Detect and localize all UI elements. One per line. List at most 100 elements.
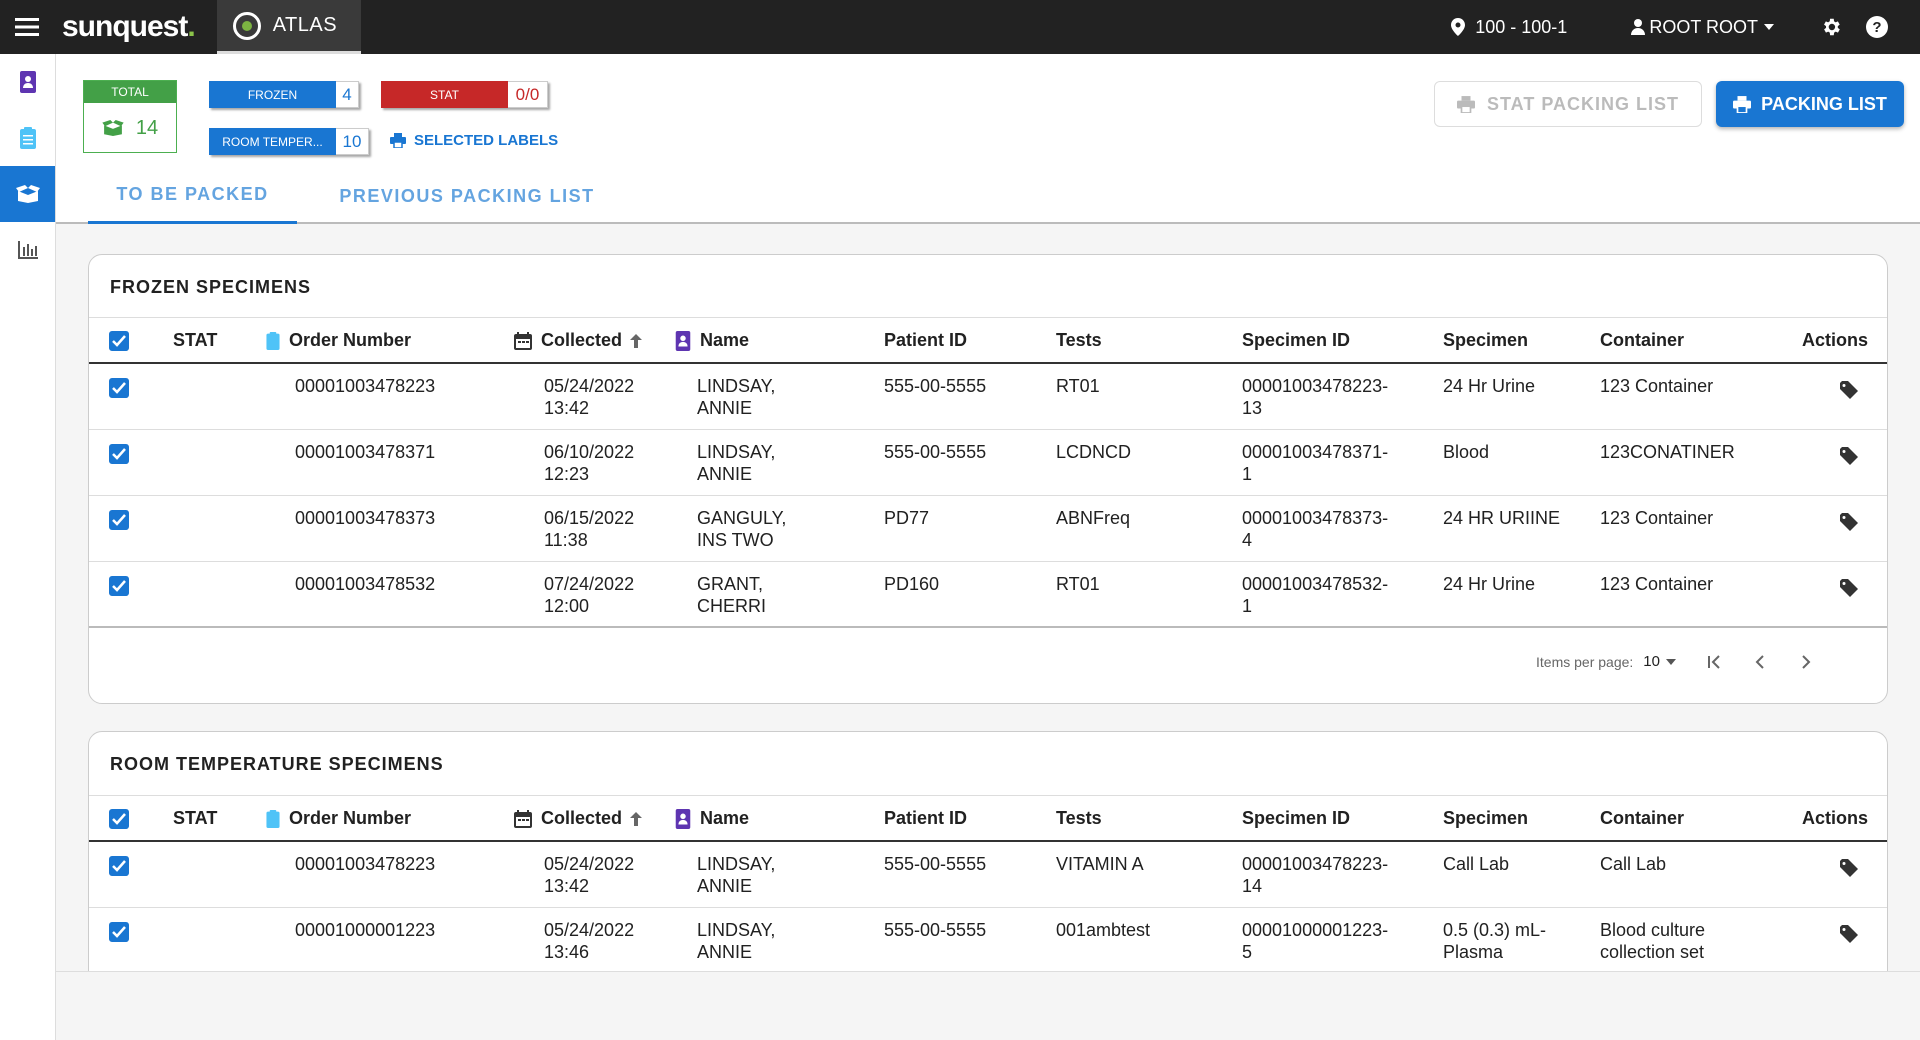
- box-open-icon: [102, 120, 124, 136]
- patient-badge-icon: [19, 71, 36, 93]
- sidebar-item-reports[interactable]: [0, 222, 55, 278]
- box-open-icon: [15, 185, 40, 203]
- column-header-stat[interactable]: STAT: [173, 808, 218, 828]
- column-header-container[interactable]: Container: [1600, 330, 1685, 350]
- label-tag-icon[interactable]: [1840, 447, 1858, 465]
- printer-icon: [1733, 95, 1752, 113]
- packing-list-button[interactable]: PACKING LIST: [1716, 81, 1904, 127]
- previous-page-icon[interactable]: [1752, 654, 1768, 670]
- table-row[interactable]: 00001000001223 05/24/2022 13:46 LINDSAY, A…: [89, 908, 1887, 974]
- patient-badge-icon: [675, 330, 691, 351]
- table-row[interactable]: 00001003478371 06/10/2022 12:23 LINDSAY, A…: [89, 430, 1887, 496]
- frozen-label: FROZEN: [209, 81, 336, 108]
- row-checkbox[interactable]: [109, 510, 129, 530]
- column-header-specimen[interactable]: Specimen: [1443, 808, 1529, 828]
- column-header-container[interactable]: Container: [1600, 808, 1685, 828]
- paginator: Items per page: 10: [1536, 653, 1814, 670]
- selected-labels-button[interactable]: SELECTED LABELS: [390, 132, 558, 149]
- column-header-specimen-id[interactable]: Specimen ID: [1242, 330, 1351, 350]
- label-tag-icon[interactable]: [1840, 513, 1858, 531]
- table-row[interactable]: 00001003478373 06/15/2022 11:38 GANGULY, I…: [89, 496, 1887, 562]
- label-tag-icon[interactable]: [1840, 579, 1858, 597]
- main-content: TOTAL 14 FROZEN 4 STAT 0/0 ROOM TEMPER..…: [56, 54, 1920, 1040]
- column-header-tests[interactable]: Tests: [1056, 808, 1102, 828]
- room-temp-count-tile[interactable]: ROOM TEMPER... 10: [209, 128, 369, 155]
- next-page-icon[interactable]: [1798, 654, 1814, 670]
- column-header-collected[interactable]: Collected: [514, 318, 651, 363]
- row-checkbox[interactable]: [109, 444, 129, 464]
- tests: RT01: [1056, 574, 1100, 594]
- label-tag-icon[interactable]: [1840, 859, 1858, 877]
- tab-to-be-packed[interactable]: TO BE PACKED: [88, 168, 297, 224]
- footer-area: [56, 971, 1920, 1040]
- specimen-id: 00001003478223- 13: [1242, 376, 1389, 418]
- column-header-specimen-id[interactable]: Specimen ID: [1242, 808, 1351, 828]
- app-tab-atlas[interactable]: ATLAS: [216, 0, 362, 54]
- column-header-specimen[interactable]: Specimen: [1443, 330, 1529, 350]
- specimen-type: 24 HR URIINE: [1443, 508, 1561, 528]
- frozen-count-tile[interactable]: FROZEN 4: [209, 81, 359, 108]
- sidebar-item-patient[interactable]: [0, 54, 55, 110]
- stat-packing-list-button[interactable]: STAT PACKING LIST: [1434, 81, 1702, 127]
- specimen-id: 00001003478532- 1: [1242, 574, 1389, 616]
- stat-value: 0/0: [508, 81, 548, 108]
- total-tile[interactable]: TOTAL 14: [83, 80, 177, 153]
- sort-ascending-icon[interactable]: [630, 333, 643, 348]
- sort-ascending-icon[interactable]: [630, 811, 643, 826]
- column-header-order[interactable]: Order Number: [266, 318, 411, 363]
- first-page-icon[interactable]: [1706, 654, 1722, 670]
- column-header-stat[interactable]: STAT: [173, 330, 218, 350]
- row-checkbox[interactable]: [109, 922, 129, 942]
- clipboard-icon: [266, 809, 280, 828]
- column-header-patient-id[interactable]: Patient ID: [884, 330, 968, 350]
- table-row[interactable]: 00001003478223 05/24/2022 13:42 LINDSAY, A…: [89, 364, 1887, 430]
- items-per-page-label: Items per page:: [1536, 653, 1634, 670]
- patient-name: LINDSAY, ANNIE: [697, 854, 776, 896]
- label-tag-icon[interactable]: [1840, 925, 1858, 943]
- order-number: 00001003478532: [295, 574, 436, 594]
- user-menu[interactable]: ROOT ROOT: [1631, 17, 1774, 38]
- select-all-checkbox[interactable]: [109, 809, 129, 829]
- label-tag-icon[interactable]: [1840, 381, 1858, 399]
- column-header-tests[interactable]: Tests: [1056, 330, 1102, 350]
- atlas-logo-icon: [232, 11, 261, 40]
- patient-badge-icon: [675, 808, 691, 829]
- sidebar-item-clipboard[interactable]: [0, 110, 55, 166]
- sidebar-item-packing[interactable]: [0, 166, 55, 222]
- items-per-page-select[interactable]: 10: [1643, 653, 1676, 670]
- sidebar: [0, 54, 56, 1040]
- hamburger-menu-icon[interactable]: [0, 0, 54, 54]
- summary-header: TOTAL 14 FROZEN 4 STAT 0/0 ROOM TEMPER..…: [56, 54, 1920, 168]
- column-header-collected[interactable]: Collected: [514, 796, 651, 841]
- help-icon[interactable]: ?: [1854, 16, 1900, 38]
- stat-count-tile[interactable]: STAT 0/0: [381, 81, 548, 108]
- row-checkbox[interactable]: [109, 576, 129, 596]
- column-header-name[interactable]: Name: [675, 796, 749, 841]
- specimen-id: 00001003478373- 4: [1242, 508, 1389, 550]
- table-row[interactable]: 00001003478532 07/24/2022 12:00 GRANT, CHE…: [89, 562, 1887, 628]
- column-header-order[interactable]: Order Number: [266, 796, 411, 841]
- container: 123 Container: [1600, 508, 1714, 528]
- column-header-patient-id[interactable]: Patient ID: [884, 808, 968, 828]
- tab-previous-packing-list[interactable]: PREVIOUS PACKING LIST: [339, 185, 595, 206]
- location-selector[interactable]: 100 - 100-1: [1451, 17, 1567, 38]
- specimen-type: 24 Hr Urine: [1443, 574, 1536, 594]
- patient-id: 555-00-5555: [884, 376, 987, 396]
- select-all-checkbox[interactable]: [109, 331, 129, 351]
- total-value: 14: [135, 116, 159, 139]
- row-checkbox[interactable]: [109, 378, 129, 398]
- brand-logo: sunquest.: [62, 10, 196, 43]
- tests: LCDNCD: [1056, 442, 1132, 462]
- location-label: 100 - 100-1: [1475, 16, 1568, 37]
- card-title: FROZEN SPECIMENS: [110, 277, 312, 297]
- column-header-name[interactable]: Name: [675, 318, 749, 363]
- specimen-type: 24 Hr Urine: [1443, 376, 1536, 396]
- table-row[interactable]: 00001003478223 05/24/2022 13:42 LINDSAY, A…: [89, 842, 1887, 908]
- collected-datetime: 05/24/2022 13:42: [544, 854, 635, 896]
- patient-id: 555-00-5555: [884, 442, 987, 462]
- settings-gear-icon[interactable]: [1808, 16, 1854, 38]
- container: Blood culture collection set: [1600, 920, 1706, 962]
- row-checkbox[interactable]: [109, 856, 129, 876]
- specimen-id: 00001000001223- 5: [1242, 920, 1389, 962]
- patient-name: LINDSAY, ANNIE: [697, 376, 776, 418]
